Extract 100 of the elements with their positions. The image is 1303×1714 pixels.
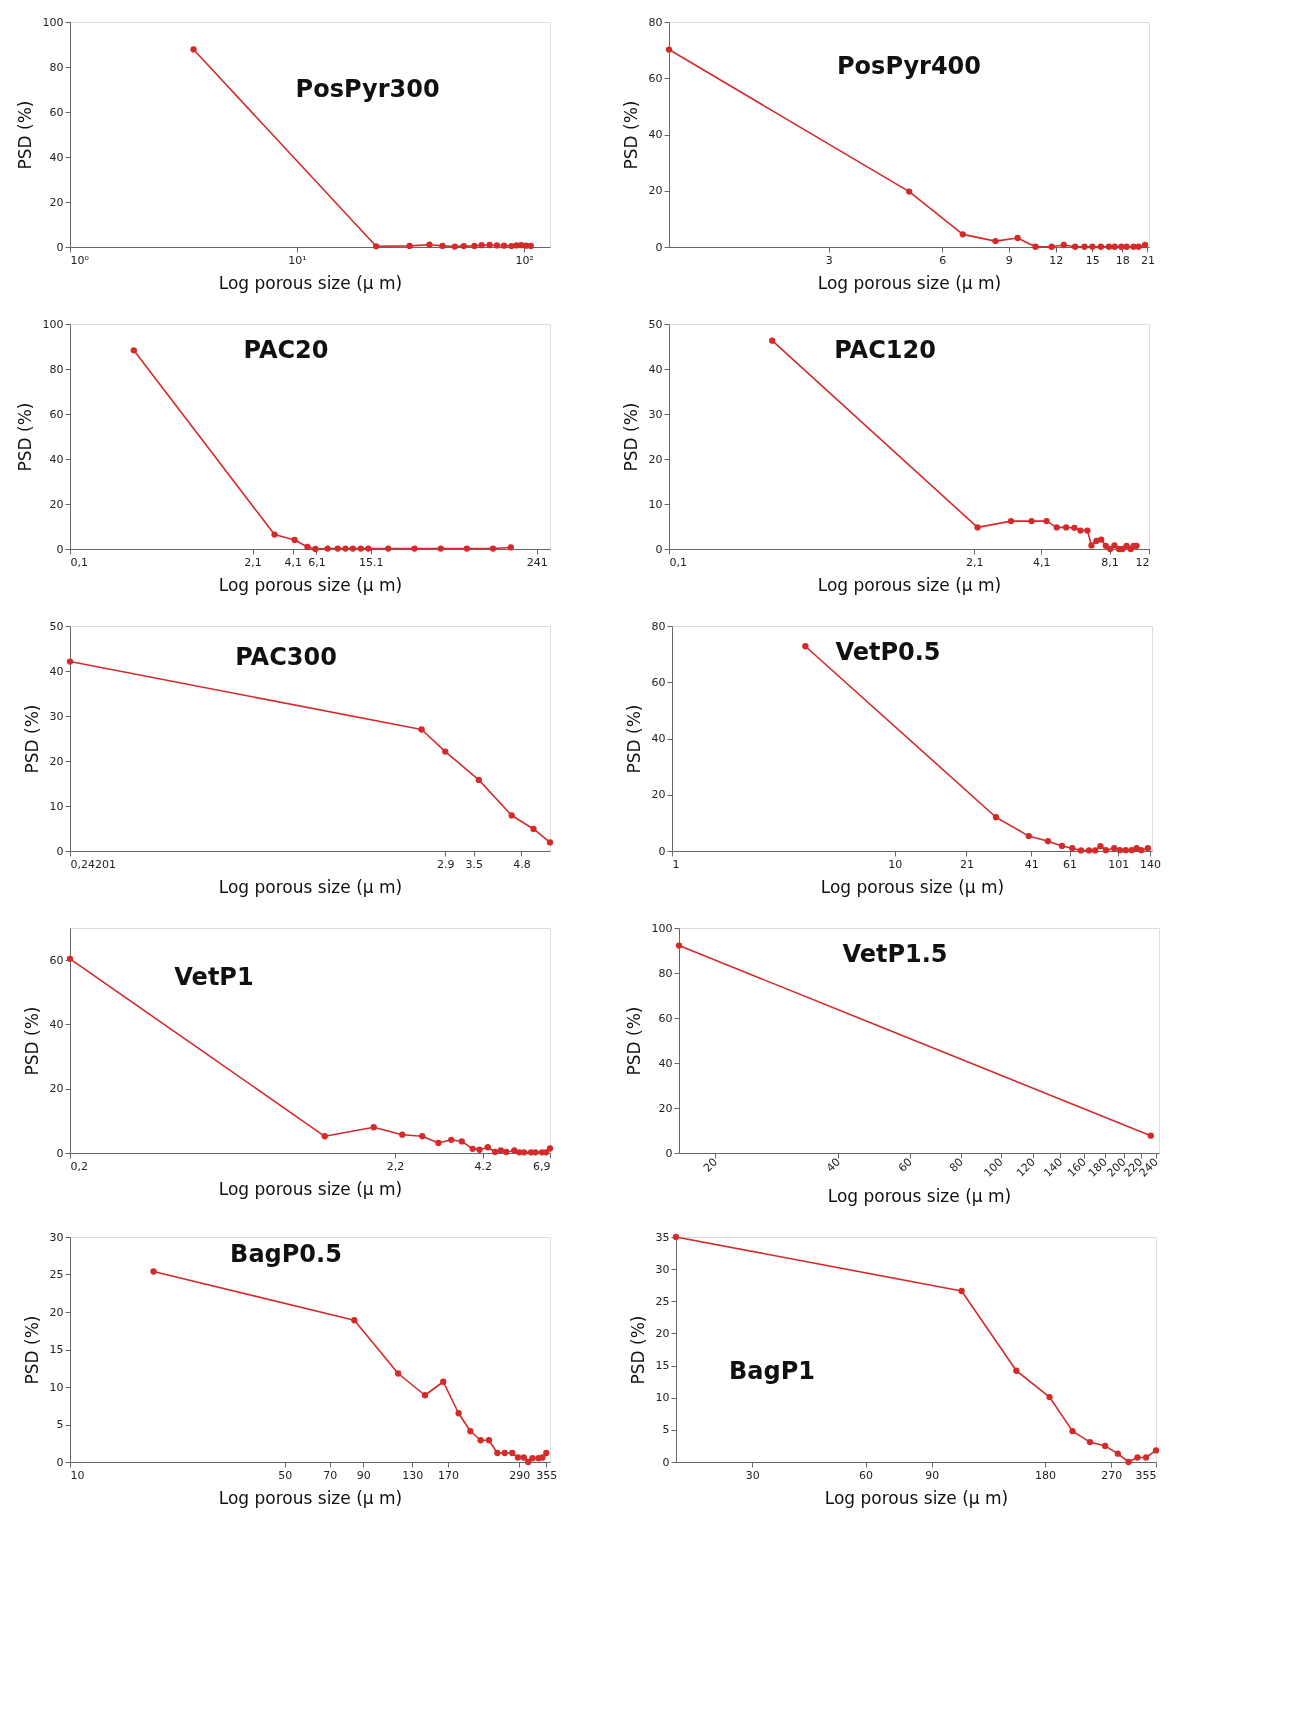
x-tick-label: 0,1 bbox=[669, 555, 687, 569]
x-tick-label: 0,1 bbox=[70, 555, 88, 569]
x-tick-label: 30 bbox=[745, 1468, 760, 1482]
y-tick-label: 40 bbox=[658, 1056, 673, 1070]
x-tick-label: 18 bbox=[1115, 253, 1130, 267]
x-tick-label: 60 bbox=[859, 1468, 874, 1482]
y-tick-label: 40 bbox=[648, 362, 663, 376]
x-tick-label: 21 bbox=[959, 857, 974, 871]
y-tick-label: 40 bbox=[651, 732, 666, 745]
y-tick-label: 40 bbox=[49, 150, 64, 164]
x-tick-label: 15.1 bbox=[359, 555, 384, 569]
y-tick-label: 20 bbox=[49, 195, 64, 209]
y-tick-label: 30 bbox=[648, 407, 663, 421]
y-tick-label: 20 bbox=[49, 754, 64, 768]
y-tick-label: 80 bbox=[658, 966, 673, 980]
x-tick-label: 270 bbox=[1101, 1468, 1123, 1482]
x-tick-label: 3 bbox=[825, 253, 833, 267]
y-axis-title: PSD (%) bbox=[21, 1006, 42, 1076]
x-tick-label: 2,1 bbox=[244, 555, 262, 569]
x-axis-title: Log porous size (μ m) bbox=[824, 1487, 1009, 1508]
y-axis-title: PSD (%) bbox=[14, 402, 35, 472]
x-tick-label: 6,9 bbox=[533, 1159, 551, 1173]
x-tick-label: 4.8 bbox=[513, 857, 531, 871]
y-tick-label: 60 bbox=[49, 407, 64, 421]
x-axis-title: Log porous size (μ m) bbox=[218, 1178, 403, 1199]
x-tick-label: 90 bbox=[356, 1468, 371, 1482]
y-tick-label: 10 bbox=[648, 497, 663, 511]
y-tick-label: 40 bbox=[648, 128, 663, 141]
x-tick-label: 140 bbox=[1139, 857, 1161, 871]
x-tick-label: 130 bbox=[402, 1468, 424, 1482]
x-tick-label: 4.2 bbox=[474, 1159, 492, 1173]
x-tick-label: 355 bbox=[1135, 1468, 1157, 1482]
x-tick-label: 0,24201 bbox=[70, 857, 116, 871]
y-tick-label: 40 bbox=[49, 1017, 64, 1031]
x-tick-label: 10² bbox=[515, 253, 534, 267]
y-tick-label: 40 bbox=[49, 452, 64, 466]
x-tick-label: 40 bbox=[823, 1155, 843, 1175]
y-tick-label: 0 bbox=[56, 844, 64, 858]
text: PAC20 bbox=[243, 336, 329, 364]
x-tick-label: 290 bbox=[509, 1468, 531, 1482]
y-tick-label: 20 bbox=[658, 1101, 673, 1115]
y-tick-label: 0 bbox=[665, 1146, 673, 1160]
x-tick-label: 20 bbox=[700, 1155, 721, 1175]
y-tick-label: 10 bbox=[49, 1380, 64, 1394]
y-tick-label: 20 bbox=[49, 1082, 64, 1096]
y-tick-label: 80 bbox=[648, 15, 663, 29]
x-tick-label: 90 bbox=[925, 1468, 940, 1482]
x-tick-label: 180 bbox=[1035, 1468, 1057, 1482]
x-tick-label: 10¹ bbox=[288, 253, 307, 267]
y-tick-label: 20 bbox=[651, 788, 666, 802]
x-tick-label: 12 bbox=[1135, 555, 1150, 569]
y-tick-label: 30 bbox=[49, 709, 64, 723]
x-tick-label: 15 bbox=[1085, 253, 1100, 267]
text: VetP1.5 bbox=[842, 940, 948, 968]
x-tick-label: 6,1 bbox=[308, 555, 326, 569]
x-tick-label: 50 bbox=[278, 1468, 293, 1482]
x-tick-label: 2.9 bbox=[437, 857, 455, 871]
x-axis-title: Log porous size (μ m) bbox=[218, 1487, 403, 1508]
text: PosPyr300 bbox=[295, 74, 440, 103]
x-tick-label: 2,2 bbox=[386, 1159, 405, 1173]
x-axis-title: Log porous size (μ m) bbox=[817, 574, 1002, 595]
y-tick-label: 60 bbox=[651, 675, 666, 689]
text: VetP0.5 bbox=[835, 638, 941, 666]
y-axis-title: PSD (%) bbox=[627, 1315, 648, 1385]
y-tick-label: 60 bbox=[49, 105, 64, 119]
y-tick-label: 5 bbox=[662, 1423, 670, 1437]
y-tick-label: 20 bbox=[648, 184, 663, 198]
y-tick-label: 20 bbox=[655, 1326, 670, 1340]
y-axis-title: PSD (%) bbox=[21, 1315, 42, 1385]
x-tick-label: 41 bbox=[1024, 857, 1039, 871]
y-tick-label: 60 bbox=[658, 1011, 673, 1025]
y-tick-label: 5 bbox=[56, 1418, 64, 1431]
x-tick-label: 70 bbox=[323, 1468, 338, 1482]
y-tick-label: 10 bbox=[655, 1391, 670, 1405]
x-tick-label: 101 bbox=[1108, 857, 1130, 871]
x-axis-title: Log porous size (μ m) bbox=[827, 1185, 1012, 1206]
x-tick-label: 61 bbox=[1063, 857, 1078, 871]
y-tick-label: 0 bbox=[56, 1455, 64, 1469]
x-tick-label: 0,2 bbox=[70, 1159, 88, 1173]
x-tick-label: 4,1 bbox=[284, 555, 302, 569]
x-tick-label: 3.5 bbox=[465, 857, 483, 871]
y-tick-label: 0 bbox=[658, 844, 666, 858]
x-tick-label: 1 bbox=[672, 857, 680, 871]
y-tick-label: 60 bbox=[648, 71, 663, 85]
x-tick-label: 80 bbox=[946, 1155, 966, 1175]
x-axis-title: Log porous size (μ m) bbox=[817, 272, 1002, 293]
text: PosPyr400 bbox=[837, 52, 981, 80]
x-axis-title: Log porous size (μ m) bbox=[218, 272, 403, 293]
y-tick-label: 30 bbox=[49, 1230, 64, 1244]
y-tick-label: 20 bbox=[49, 1305, 64, 1319]
text: VetP1 bbox=[174, 962, 254, 991]
y-tick-label: 30 bbox=[655, 1262, 670, 1276]
y-axis-title: PSD (%) bbox=[620, 100, 641, 170]
y-tick-label: 10 bbox=[49, 799, 64, 813]
y-tick-label: 35 bbox=[655, 1230, 670, 1244]
x-tick-label: 355 bbox=[536, 1468, 558, 1482]
y-tick-label: 80 bbox=[49, 60, 64, 74]
y-tick-label: 80 bbox=[651, 619, 666, 633]
x-tick-label: 21 bbox=[1140, 253, 1155, 267]
x-tick-label: 8,1 bbox=[1101, 555, 1119, 569]
